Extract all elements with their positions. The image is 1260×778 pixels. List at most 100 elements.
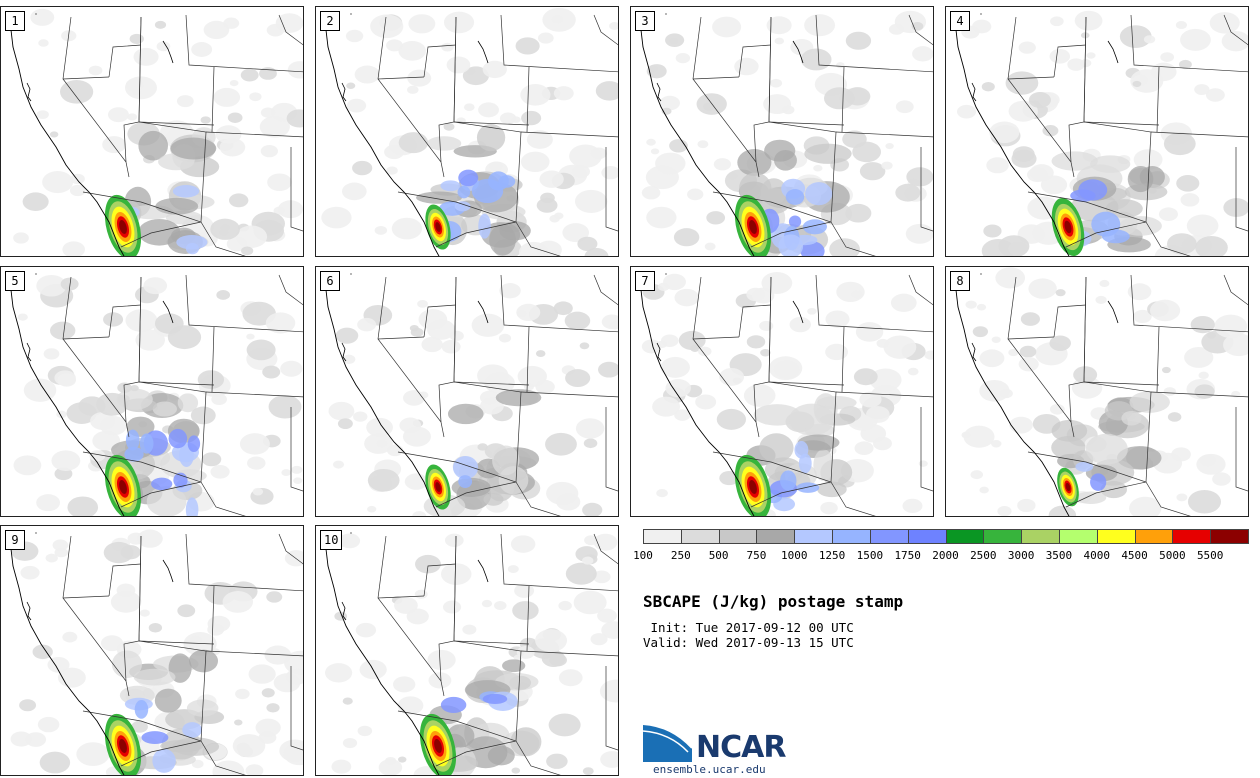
cape-low-patch xyxy=(1166,233,1197,255)
cape-low-patch xyxy=(393,676,416,693)
cape-low-patch xyxy=(1049,404,1065,415)
cape-low-patch xyxy=(1212,472,1231,486)
lake-outline xyxy=(971,342,977,362)
cape-low-patch xyxy=(571,165,590,179)
cape-low-patch xyxy=(652,396,681,417)
colorbar-tick-label: 2000 xyxy=(932,549,959,562)
cape-low-patch xyxy=(845,31,872,50)
cape-low-patch xyxy=(998,235,1030,256)
cape-low-patch xyxy=(695,394,717,410)
lake-outline xyxy=(341,601,347,621)
cape-low-patch xyxy=(1042,125,1059,137)
lake-outline xyxy=(26,342,32,362)
member-label: 3 xyxy=(635,11,655,31)
cape-low-patch xyxy=(564,311,591,330)
cape-low-patch xyxy=(176,95,194,108)
colorbar-swatch xyxy=(794,529,834,544)
cape-gray-patch xyxy=(116,388,153,410)
cape-low-patch xyxy=(120,545,141,560)
cape-blue-patch xyxy=(172,185,200,198)
state-boundary-line xyxy=(120,740,202,767)
cape-low-patch xyxy=(412,511,427,516)
lake-outline xyxy=(162,559,174,583)
cape-low-patch xyxy=(1199,454,1216,467)
cape-low-patch xyxy=(212,760,245,775)
cape-low-patch xyxy=(592,570,611,584)
cape-blue-patch xyxy=(152,748,176,773)
cape-low-patch xyxy=(641,339,662,354)
cape-low-patch xyxy=(266,703,280,713)
cape-low-patch xyxy=(107,107,129,123)
cape-low-patch xyxy=(659,95,680,111)
cape-low-patch xyxy=(549,214,560,223)
cape-low-patch xyxy=(1167,412,1182,422)
cape-low-patch xyxy=(601,621,618,639)
colorbar-tick-label: 4000 xyxy=(1083,549,1111,562)
cape-low-patch xyxy=(367,468,400,492)
sbcape-map xyxy=(953,267,1248,516)
cape-low-patch xyxy=(983,224,1002,238)
state-boundary-line xyxy=(138,121,215,126)
colorbar-tick-label: 1500 xyxy=(856,549,884,562)
cape-low-patch xyxy=(20,565,40,580)
cape-low-patch xyxy=(583,438,598,449)
member-panel-9: 9 xyxy=(0,525,304,776)
state-boundary-line xyxy=(692,76,740,80)
colorbar-tick-label: 3500 xyxy=(1045,549,1073,562)
cape-low-patch xyxy=(539,170,564,188)
cape-gray-patch xyxy=(154,688,182,713)
cape-low-patch xyxy=(143,277,168,295)
cape-low-patch xyxy=(216,290,231,300)
cape-low-patch xyxy=(391,217,423,240)
cape-low-patch xyxy=(23,378,57,402)
state-boundary-line xyxy=(753,16,772,163)
cape-low-patch xyxy=(346,98,367,113)
cape-low-patch xyxy=(1143,35,1156,44)
cape-low-patch xyxy=(345,29,364,43)
cape-low-patch xyxy=(535,629,568,652)
cape-low-patch xyxy=(190,406,216,425)
state-boundary-line xyxy=(138,276,207,483)
cape-low-patch xyxy=(215,125,242,144)
cape-blue-patch xyxy=(440,696,467,713)
cape-low-patch xyxy=(1132,80,1142,88)
cape-gray-patch xyxy=(1075,491,1107,504)
cape-low-patch xyxy=(905,223,933,244)
sbcape-map xyxy=(638,272,933,516)
cape-low-patch xyxy=(970,470,984,480)
cape-low-patch xyxy=(22,192,49,211)
lake-outline xyxy=(162,40,174,64)
cape-low-patch xyxy=(1180,28,1211,51)
cape-gray-patch xyxy=(804,423,835,437)
cape-low-patch xyxy=(678,330,706,351)
cape-low-patch xyxy=(698,346,712,357)
state-boundary-line xyxy=(520,131,618,138)
cape-low-patch xyxy=(895,100,914,114)
cape-low-patch xyxy=(478,102,499,118)
state-boundary-line xyxy=(920,147,933,232)
cape-blue-patch xyxy=(778,234,804,256)
lake-outline xyxy=(477,559,489,583)
member-label: 5 xyxy=(5,271,25,291)
state-boundary-line xyxy=(453,121,530,126)
cape-low-patch xyxy=(133,47,159,66)
cape-blue-patch xyxy=(134,700,149,719)
cape-low-patch xyxy=(421,336,443,353)
cape-core-contour xyxy=(1064,220,1072,234)
valid-time: Valid: Wed 2017-09-13 15 UTC xyxy=(643,635,854,650)
state-boundary-line xyxy=(841,326,845,393)
state-boundary-line xyxy=(1065,481,1147,508)
cape-low-patch xyxy=(769,78,783,88)
state-boundary-line xyxy=(1083,121,1160,126)
cape-low-patch xyxy=(981,82,995,92)
cape-low-patch xyxy=(859,391,882,408)
cape-low-patch xyxy=(716,408,747,430)
cape-low-patch xyxy=(89,450,106,462)
cape-low-patch xyxy=(597,608,617,623)
cape-blue-patch xyxy=(168,428,188,449)
cape-gray-patch xyxy=(495,389,542,407)
cape-gray-patch xyxy=(502,659,526,673)
cape-blue-patch xyxy=(796,482,820,493)
cape-low-patch xyxy=(866,406,890,423)
cape-low-patch xyxy=(203,20,230,40)
